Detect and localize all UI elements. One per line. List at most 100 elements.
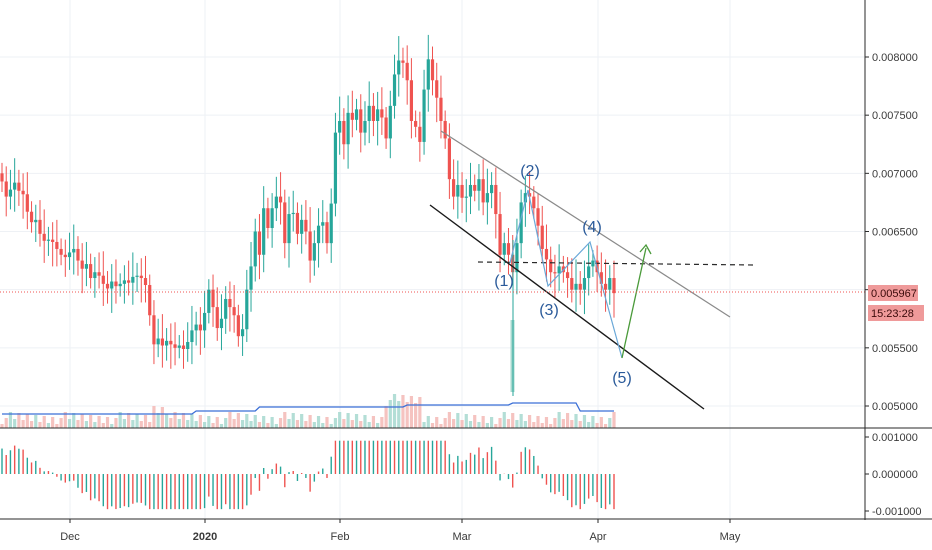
candle-body (481, 179, 485, 203)
wave-path[interactable] (509, 189, 623, 359)
volume-bar (468, 421, 473, 428)
resistance-dashed-line[interactable] (477, 261, 756, 266)
candle-body (599, 272, 603, 284)
volume-bar (329, 424, 333, 428)
volume-bar (346, 413, 350, 428)
volume-bar (498, 418, 502, 428)
volume-bar (603, 424, 608, 428)
candle-body (414, 120, 418, 127)
volume-bar (80, 414, 84, 428)
volume-bar (506, 419, 511, 428)
candle-body (346, 112, 350, 145)
volume-bar (388, 400, 392, 428)
volume-bar (350, 420, 354, 428)
volume-bar (473, 415, 477, 428)
volume-bar (536, 416, 540, 428)
candle-body (118, 283, 122, 287)
wave-label: (1) (494, 273, 514, 290)
volume-bar (245, 414, 249, 428)
candle-body (553, 272, 557, 274)
volume-bar (156, 413, 160, 428)
volume-bar (502, 412, 506, 428)
candle-body (376, 109, 380, 121)
volume-bar (160, 407, 164, 428)
candle-body (418, 126, 422, 142)
volume-bar (460, 420, 464, 428)
volume-bar (287, 419, 291, 428)
volume-moving-average (2, 402, 614, 415)
candle-body (608, 278, 612, 290)
candle-body (46, 239, 51, 241)
volume-bar (494, 424, 498, 428)
oscillator-axis[interactable]: 0.001000 0.000000 -0.001000 (865, 432, 922, 518)
countdown-label: 15:23:28 (871, 308, 914, 320)
time-axis[interactable]: Dec 2020 Feb Mar Apr May (60, 519, 741, 543)
candle-body (84, 264, 89, 269)
volume-bar (169, 418, 173, 428)
candle-body (371, 105, 376, 121)
candle-body (135, 275, 139, 277)
candle-body (262, 208, 266, 255)
volume-bar (430, 423, 435, 428)
volume-bar (291, 413, 295, 428)
volume-bar (110, 424, 114, 428)
candle-body (603, 283, 608, 290)
candle-body (295, 212, 300, 234)
candle-body (333, 132, 338, 204)
candle-body (557, 266, 561, 274)
volume-bar (249, 421, 253, 428)
candle-body (148, 285, 152, 316)
volume-bar (464, 414, 468, 428)
volume-bar (131, 420, 135, 428)
candle-body (211, 289, 215, 308)
volume-bar (101, 423, 105, 428)
volume-bar (219, 424, 224, 428)
price-axis[interactable]: 0.0080000.0075000.0070000.0065000.006000… (865, 52, 918, 413)
candle-body (127, 280, 131, 283)
candle-body (515, 243, 519, 273)
candles (0, 34, 616, 396)
price-tick-label: 0.008000 (872, 52, 918, 64)
candle-body (392, 74, 397, 106)
candle-body (186, 342, 190, 349)
oscillator-tick-label: 0.000000 (872, 469, 918, 481)
volume-bar (401, 395, 405, 428)
candle-body (51, 239, 55, 242)
volume-bar (612, 412, 616, 428)
volume-bar (540, 423, 544, 428)
candle-body (202, 312, 207, 331)
candle-body (278, 196, 283, 203)
candle-body (173, 344, 177, 348)
candle-body (447, 138, 451, 180)
volume-bar (325, 417, 329, 428)
time-tick-label: Feb (331, 531, 350, 543)
candle-body (240, 329, 245, 337)
volume-bar (236, 413, 240, 428)
candle-body (587, 266, 591, 279)
candle-body (490, 184, 494, 194)
candle-body (194, 324, 198, 331)
projection-arrow[interactable] (621, 247, 647, 359)
volume-bar (135, 414, 139, 428)
candle-body (574, 283, 578, 290)
volume-bar (13, 419, 17, 428)
candle-body (160, 338, 164, 346)
volume-bar (308, 415, 312, 428)
volume-bar (300, 414, 304, 428)
volume-bar (595, 423, 599, 428)
candle-body (540, 225, 544, 249)
candle-body (612, 278, 616, 294)
lower-channel-line[interactable] (429, 204, 705, 410)
volume-bar (418, 397, 422, 428)
volume-bar (443, 418, 447, 428)
candle-body (59, 248, 63, 255)
candle-body (266, 208, 270, 229)
candle-body (169, 340, 173, 345)
candle-body (152, 315, 156, 345)
candle-body (523, 193, 527, 203)
volume-bar (574, 414, 578, 428)
volume-bar (422, 422, 426, 428)
candle-body (443, 120, 447, 139)
upper-channel-line[interactable] (440, 130, 731, 318)
